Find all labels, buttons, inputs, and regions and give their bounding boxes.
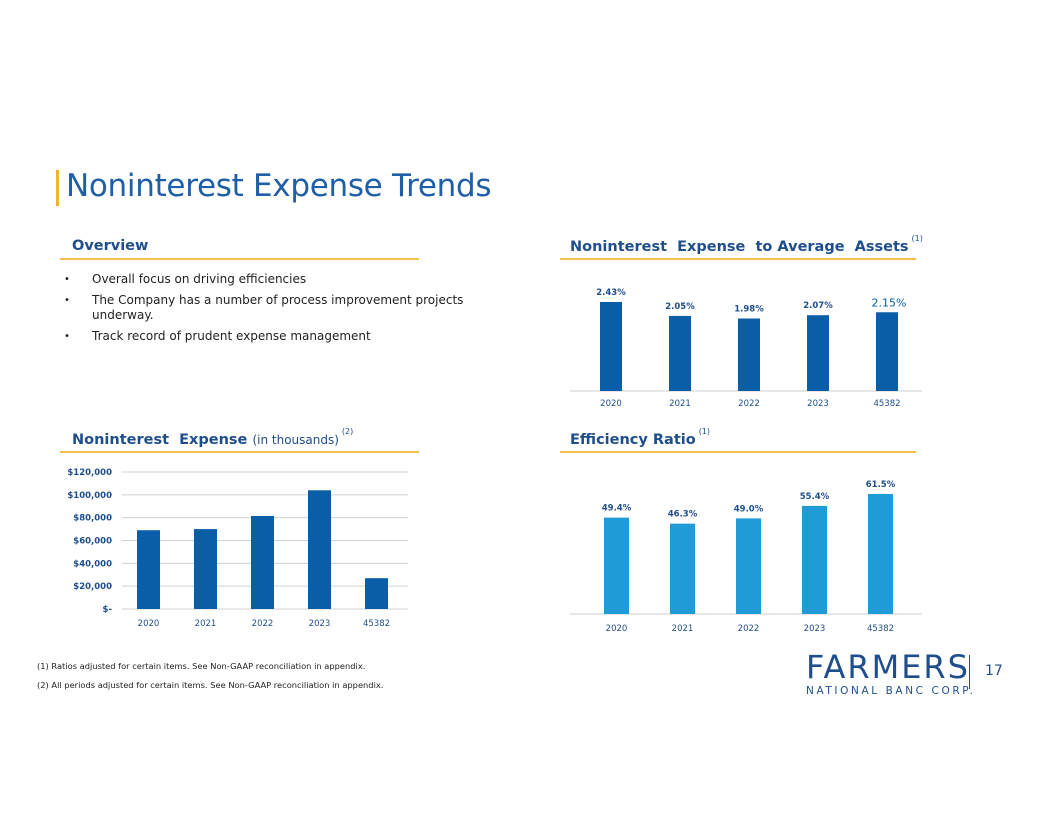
bar xyxy=(365,578,388,609)
x-tick-label: 45382 xyxy=(363,619,390,629)
y-tick-label: $- xyxy=(103,605,113,615)
data-label: 46.3% xyxy=(668,510,698,520)
x-tick-label: 2020 xyxy=(138,619,160,629)
y-tick-label: $40,000 xyxy=(73,559,112,569)
efficiency-heading: Efficiency Ratio(1) xyxy=(570,427,711,448)
data-label: 2.43% xyxy=(596,288,626,298)
x-tick-label: 2023 xyxy=(804,624,826,634)
page-title: Noninterest Expense Trends xyxy=(66,168,492,204)
overview-bullets: • Overall focus on driving efficiencies •… xyxy=(64,272,464,350)
data-label: 2.15% xyxy=(872,296,907,309)
expense-rule xyxy=(60,451,419,453)
efficiency-ratio-chart: 49.4% 2020 46.3% 2021 49.0% 2022 55.4% 2023 61.5… xyxy=(570,480,922,634)
bar xyxy=(669,315,691,391)
x-tick-label: 45382 xyxy=(873,399,900,409)
efficiency-rule xyxy=(560,451,916,453)
bar xyxy=(738,318,760,391)
bullet-item: • Overall focus on driving efficiencies xyxy=(64,272,307,286)
noninterest-expense-chart: $- $20,000 $40,000 $60,000 $80,000 $100,000 $1… xyxy=(67,468,408,629)
logo-wordmark: FARMERS xyxy=(806,648,970,686)
assets-ratio-chart: 2.43% 2020 2.05% 2021 1.98% 2022 2.07% 2023 2.15… xyxy=(570,288,922,409)
x-tick-label: 2021 xyxy=(195,619,217,629)
y-tick-label: $20,000 xyxy=(73,582,112,592)
page-number: 17 xyxy=(985,663,1003,679)
data-label: 61.5% xyxy=(866,480,896,490)
x-tick-label: 2023 xyxy=(807,399,829,409)
x-tick-label: 2022 xyxy=(252,619,274,629)
y-tick-label: $80,000 xyxy=(73,514,112,524)
bar xyxy=(137,530,160,609)
farmers-logo: FARMERS NATIONAL BANC CORP. xyxy=(806,650,975,697)
assets-heading: Noninterest Expense to Average Assets(1) xyxy=(570,234,923,255)
title-accent-bar xyxy=(56,170,59,206)
x-tick-label: 45382 xyxy=(867,624,894,634)
bar xyxy=(802,505,827,614)
data-label: 2.07% xyxy=(803,301,833,311)
bar xyxy=(736,518,761,614)
bullet-item: • Track record of prudent expense managem… xyxy=(64,329,371,343)
x-tick-label: 2020 xyxy=(606,624,628,634)
bar xyxy=(251,515,274,609)
data-label: 49.4% xyxy=(602,504,632,514)
bar xyxy=(868,494,893,614)
x-tick-label: 2020 xyxy=(600,399,622,409)
x-tick-label: 2023 xyxy=(309,619,331,629)
footnote-2: (2) All periods adjusted for certain ite… xyxy=(37,680,384,690)
x-tick-label: 2022 xyxy=(738,624,760,634)
bar xyxy=(670,523,695,614)
bar xyxy=(308,490,331,609)
bar xyxy=(807,315,829,391)
data-label: 49.0% xyxy=(734,504,764,514)
expense-heading: Noninterest Expense (in thousands)(2) xyxy=(72,427,354,448)
x-tick-label: 2021 xyxy=(672,624,694,634)
footnote-1: (1) Ratios adjusted for certain items. S… xyxy=(37,661,366,671)
data-label: 1.98% xyxy=(734,304,764,314)
bar xyxy=(600,302,622,391)
overview-heading: Overview xyxy=(72,238,149,254)
logo-divider xyxy=(969,655,970,689)
x-tick-label: 2021 xyxy=(669,399,691,409)
x-tick-label: 2022 xyxy=(738,399,760,409)
logo-subtitle: NATIONAL BANC CORP. xyxy=(806,685,976,697)
data-label: 55.4% xyxy=(800,492,830,502)
assets-rule xyxy=(560,258,916,260)
data-label: 2.05% xyxy=(665,302,695,312)
overview-rule xyxy=(60,258,419,260)
y-tick-label: $100,000 xyxy=(67,491,112,501)
bar xyxy=(604,517,629,614)
bar xyxy=(194,529,217,609)
bullet-item: • The Company has a number of process imp… xyxy=(64,293,464,322)
y-tick-label: $60,000 xyxy=(73,537,112,547)
bar xyxy=(876,312,898,391)
y-tick-label: $120,000 xyxy=(67,468,112,478)
